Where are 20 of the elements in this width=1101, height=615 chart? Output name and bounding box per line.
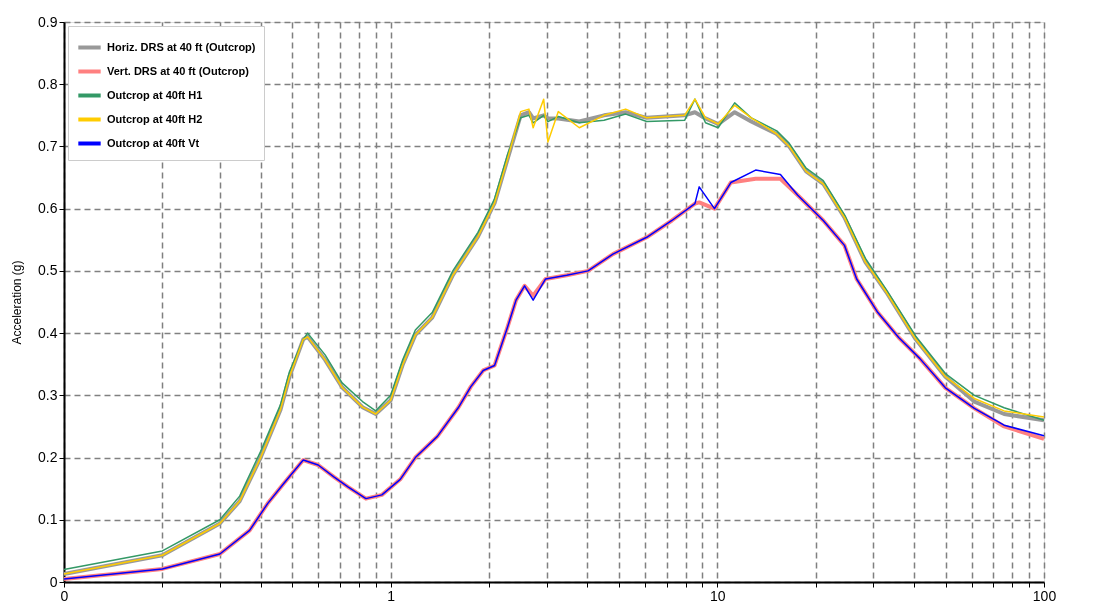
legend-label: Outcrop at 40ft H2 [107, 112, 203, 125]
y-axis-title: Acceleration (g) [10, 260, 25, 345]
legend-label: Outcrop at 40ft H1 [107, 88, 203, 101]
x-tick-label: 100 [1032, 587, 1057, 604]
y-tick-label: 0.7 [38, 137, 58, 154]
y-tick-label: 0.8 [38, 75, 58, 92]
y-tick-label: 0.9 [38, 13, 58, 30]
y-tick-label: 0.1 [38, 511, 58, 528]
y-tick-label: 0 [49, 573, 58, 590]
y-tick-label: 0.2 [38, 449, 58, 466]
y-tick-label: 0.6 [38, 200, 58, 217]
x-tick-label: 10 [710, 587, 726, 604]
legend-label: Outcrop at 40ft Vt [107, 136, 200, 149]
y-tick-label: 0.5 [38, 262, 58, 279]
y-tick-label: 0.4 [38, 324, 58, 341]
x-tick-label: 1 [387, 587, 396, 604]
legend-label: Horiz. DRS at 40 ft (Outcrop) [107, 40, 256, 53]
x-tick-label: 0 [60, 587, 69, 604]
legend-label: Vert. DRS at 40 ft (Outcrop) [107, 64, 250, 77]
y-tick-label: 0.3 [38, 386, 58, 403]
